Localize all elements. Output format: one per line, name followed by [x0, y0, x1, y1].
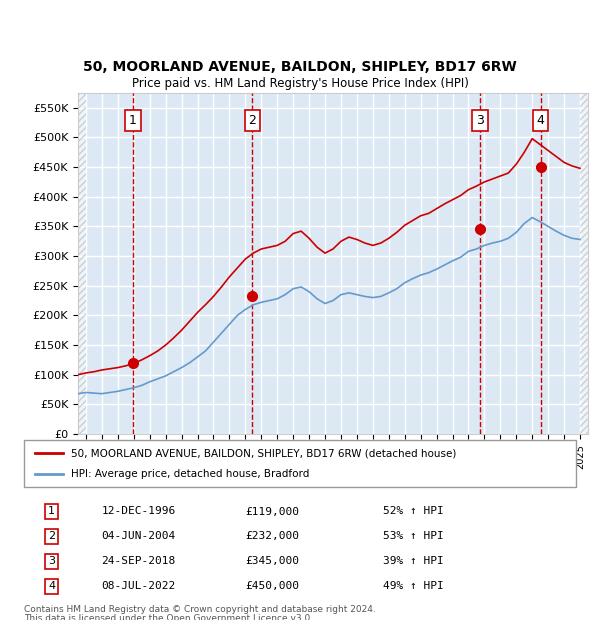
Text: 53% ↑ HPI: 53% ↑ HPI: [383, 531, 443, 541]
Text: 2: 2: [48, 531, 55, 541]
Text: HPI: Average price, detached house, Bradford: HPI: Average price, detached house, Brad…: [71, 469, 309, 479]
Bar: [78, 93, 86, 434]
Text: 08-JUL-2022: 08-JUL-2022: [101, 582, 176, 591]
Text: Contains HM Land Registry data © Crown copyright and database right 2024.: Contains HM Land Registry data © Crown c…: [24, 604, 376, 614]
Text: 50, MOORLAND AVENUE, BAILDON, SHIPLEY, BD17 6RW (detached house): 50, MOORLAND AVENUE, BAILDON, SHIPLEY, B…: [71, 448, 456, 458]
Text: This data is licensed under the Open Government Licence v3.0.: This data is licensed under the Open Gov…: [24, 614, 313, 620]
Text: 49% ↑ HPI: 49% ↑ HPI: [383, 582, 443, 591]
Text: 3: 3: [48, 556, 55, 567]
Text: 2: 2: [248, 114, 256, 126]
Text: £345,000: £345,000: [245, 556, 299, 567]
Text: 1: 1: [48, 507, 55, 516]
Text: Price paid vs. HM Land Registry's House Price Index (HPI): Price paid vs. HM Land Registry's House …: [131, 77, 469, 90]
Text: 04-JUN-2004: 04-JUN-2004: [101, 531, 176, 541]
FancyBboxPatch shape: [24, 440, 576, 487]
Text: 1: 1: [129, 114, 137, 126]
Text: £232,000: £232,000: [245, 531, 299, 541]
Text: 3: 3: [476, 114, 484, 126]
Text: 12-DEC-1996: 12-DEC-1996: [101, 507, 176, 516]
Text: 50, MOORLAND AVENUE, BAILDON, SHIPLEY, BD17 6RW: 50, MOORLAND AVENUE, BAILDON, SHIPLEY, B…: [83, 60, 517, 74]
Text: 52% ↑ HPI: 52% ↑ HPI: [383, 507, 443, 516]
Bar: [78, 93, 86, 434]
Text: £450,000: £450,000: [245, 582, 299, 591]
Text: 24-SEP-2018: 24-SEP-2018: [101, 556, 176, 567]
Bar: [580, 93, 588, 434]
Text: 4: 4: [536, 114, 544, 126]
Text: 39% ↑ HPI: 39% ↑ HPI: [383, 556, 443, 567]
Text: £119,000: £119,000: [245, 507, 299, 516]
Text: 4: 4: [48, 582, 55, 591]
